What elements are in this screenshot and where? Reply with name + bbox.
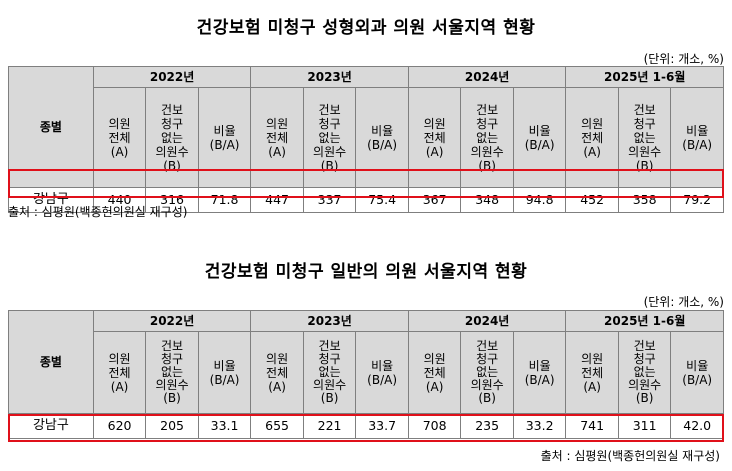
sub-header-ratio: 비율 (B/A) bbox=[197, 87, 252, 188]
sub-header-total: 의원 전체 (A) bbox=[407, 87, 462, 188]
year-header: 2025년 1-6월 bbox=[565, 66, 724, 88]
sub-header-unclaimed: 건보 청구 없는 의원수 (B) bbox=[145, 331, 199, 414]
sub-header-ratio: 비율 (B/A) bbox=[355, 331, 409, 414]
sub-header-total: 의원 전체 (A) bbox=[407, 331, 462, 414]
table-cell: 452 bbox=[565, 187, 619, 213]
district-name: 강남구 bbox=[8, 413, 94, 439]
year-header: 2023년 bbox=[250, 310, 409, 332]
sub-header-total: 의원 전체 (A) bbox=[565, 87, 619, 188]
table-cell: 33.2 bbox=[512, 413, 567, 439]
sub-header-unclaimed: 건보 청구 없는 의원수 (B) bbox=[145, 87, 199, 188]
sub-header-unclaimed: 건보 청구 없는 의원수 (B) bbox=[302, 331, 357, 414]
table-row: 강남구 620 205 33.1 655 221 33.7 708 235 33… bbox=[8, 413, 724, 439]
table-cell: 42.0 bbox=[670, 413, 724, 439]
table2-source: 출처 : 심평원(백종헌의원실 재구성) bbox=[540, 449, 720, 463]
category-header: 종별 bbox=[8, 66, 94, 188]
sub-header-total: 의원 전체 (A) bbox=[92, 331, 147, 414]
table1-unit: (단위: 개소, %) bbox=[643, 52, 724, 66]
table-cell: 337 bbox=[302, 187, 357, 213]
table-cell: 358 bbox=[617, 187, 672, 213]
year-header: 2023년 bbox=[250, 66, 409, 88]
district-name: 강남구 bbox=[8, 187, 94, 213]
sub-header-ratio: 비율 (B/A) bbox=[512, 331, 567, 414]
table-row: 강남구 440 316 71.8 447 337 75.4 367 348 94… bbox=[8, 187, 724, 213]
sub-header-unclaimed: 건보 청구 없는 의원수 (B) bbox=[460, 87, 514, 188]
sub-header-total: 의원 전체 (A) bbox=[250, 87, 304, 188]
sub-header-total: 의원 전체 (A) bbox=[92, 87, 147, 188]
sub-header-unclaimed: 건보 청구 없는 의원수 (B) bbox=[617, 331, 672, 414]
table-cell: 655 bbox=[250, 413, 304, 439]
sub-header-unclaimed: 건보 청구 없는 의원수 (B) bbox=[617, 87, 672, 188]
sub-header-ratio: 비율 (B/A) bbox=[197, 331, 252, 414]
year-header: 2024년 bbox=[407, 310, 567, 332]
table1-source: 출처 : 심평원(백종헌의원실 재구성) bbox=[8, 205, 188, 219]
table-cell: 708 bbox=[407, 413, 462, 439]
category-header: 종별 bbox=[8, 310, 94, 414]
table2-unit: (단위: 개소, %) bbox=[643, 295, 724, 309]
table1-title: 건강보험 미청구 성형외과 의원 서울지역 현황 bbox=[196, 18, 536, 38]
sub-header-total: 의원 전체 (A) bbox=[565, 331, 619, 414]
table-cell: 348 bbox=[460, 187, 514, 213]
table-cell: 205 bbox=[145, 413, 199, 439]
table-cell: 367 bbox=[407, 187, 462, 213]
sub-header-ratio: 비율 (B/A) bbox=[512, 87, 567, 188]
sub-header-ratio: 비율 (B/A) bbox=[670, 331, 724, 414]
table-cell: 741 bbox=[565, 413, 619, 439]
table-cell: 33.7 bbox=[355, 413, 409, 439]
sub-header-ratio: 비율 (B/A) bbox=[355, 87, 409, 188]
sub-header-unclaimed: 건보 청구 없는 의원수 (B) bbox=[302, 87, 357, 188]
year-header: 2025년 1-6월 bbox=[565, 310, 724, 332]
table-cell: 75.4 bbox=[355, 187, 409, 213]
year-header: 2022년 bbox=[92, 310, 252, 332]
table-cell: 79.2 bbox=[670, 187, 724, 213]
table2: 종별 2022년 2023년 2024년 2025년 1-6월 의원 전체 (A… bbox=[8, 310, 724, 439]
table-cell: 71.8 bbox=[197, 187, 252, 213]
table1: 종별 2022년 2023년 2024년 2025년 1-6월 의원 전체 (A… bbox=[8, 66, 724, 213]
table-cell: 620 bbox=[92, 413, 147, 439]
year-header: 2024년 bbox=[407, 66, 567, 88]
table-cell: 33.1 bbox=[197, 413, 252, 439]
year-header: 2022년 bbox=[92, 66, 252, 88]
table-cell: 447 bbox=[250, 187, 304, 213]
table-cell: 311 bbox=[617, 413, 672, 439]
table-cell: 235 bbox=[460, 413, 514, 439]
sub-header-unclaimed: 건보 청구 없는 의원수 (B) bbox=[460, 331, 514, 414]
sub-header-ratio: 비율 (B/A) bbox=[670, 87, 724, 188]
sub-header-total: 의원 전체 (A) bbox=[250, 331, 304, 414]
table-cell: 94.8 bbox=[512, 187, 567, 213]
table-cell: 221 bbox=[302, 413, 357, 439]
table2-title: 건강보험 미청구 일반의 의원 서울지역 현황 bbox=[204, 262, 528, 282]
